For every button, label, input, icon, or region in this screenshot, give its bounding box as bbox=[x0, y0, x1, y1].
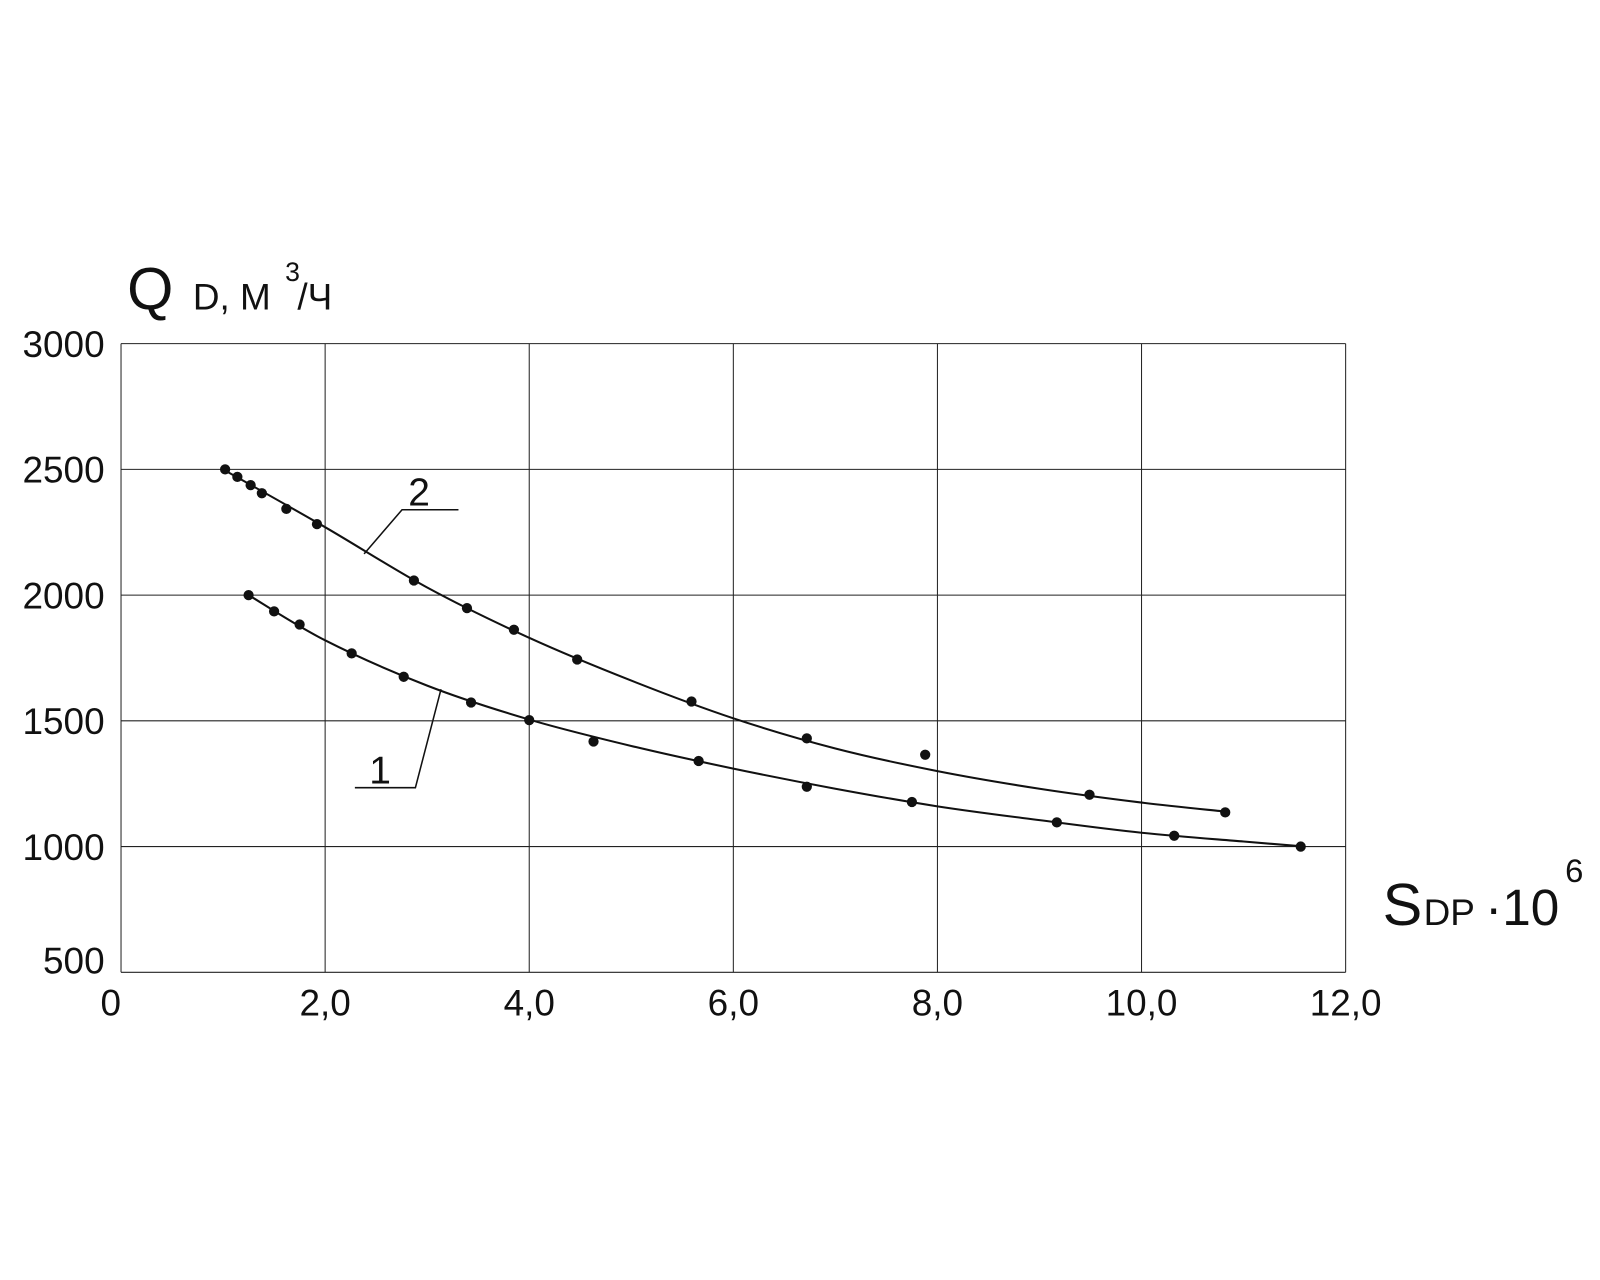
x-tick-label: 10,0 bbox=[1106, 982, 1178, 1023]
y-label-main: Q bbox=[127, 256, 173, 323]
data-point bbox=[245, 480, 256, 491]
data-point bbox=[1084, 789, 1095, 800]
x-tick-label: 12,0 bbox=[1310, 982, 1382, 1023]
fit-curve bbox=[248, 594, 1305, 848]
data-point bbox=[1051, 817, 1062, 828]
data-point bbox=[508, 624, 520, 635]
data-point bbox=[232, 471, 243, 483]
data-point bbox=[801, 733, 812, 744]
data-point bbox=[268, 606, 280, 617]
data-point bbox=[588, 736, 599, 747]
y-label-tail: /Ч bbox=[297, 277, 332, 318]
x-label-mult: ·10 bbox=[1485, 879, 1559, 936]
data-point bbox=[408, 575, 420, 586]
y-tick-label: 1000 bbox=[23, 827, 105, 868]
y-tick-label: 500 bbox=[43, 940, 105, 981]
data-point bbox=[686, 696, 697, 707]
curve-label: 2 bbox=[408, 472, 430, 515]
data-point bbox=[311, 519, 323, 530]
y-label-sup: 3 bbox=[285, 257, 300, 287]
data-point bbox=[1295, 841, 1306, 852]
fit-curve bbox=[222, 468, 1224, 813]
y-tick-label: 3000 bbox=[23, 324, 105, 365]
data-point bbox=[461, 603, 473, 614]
data-point bbox=[243, 589, 254, 601]
y-tick-label: 2000 bbox=[23, 575, 105, 616]
data-point bbox=[920, 749, 931, 760]
x-label-sup: 6 bbox=[1565, 852, 1583, 889]
data-point bbox=[256, 488, 267, 499]
leader-line bbox=[354, 689, 442, 789]
data-point bbox=[693, 755, 704, 767]
x-tick-label: 4,0 bbox=[504, 982, 555, 1023]
data-point bbox=[572, 654, 583, 665]
x-tick-label: 0 bbox=[101, 982, 122, 1023]
y-label-sub: D, М bbox=[193, 277, 271, 318]
data-point bbox=[801, 781, 812, 792]
data-point bbox=[524, 714, 535, 726]
x-label-sub: DP bbox=[1424, 892, 1475, 933]
data-point bbox=[1169, 830, 1180, 841]
x-tick-label: 6,0 bbox=[708, 982, 759, 1023]
data-point bbox=[398, 671, 409, 682]
data-point bbox=[294, 619, 305, 630]
data-point bbox=[906, 796, 918, 808]
data-point bbox=[281, 503, 292, 514]
x-tick-label: 8,0 bbox=[912, 982, 963, 1023]
data-point bbox=[465, 697, 477, 708]
y-tick-label: 1500 bbox=[23, 701, 105, 742]
data-point bbox=[346, 648, 357, 659]
y-tick-label: 2500 bbox=[23, 450, 105, 491]
curve-label: 1 bbox=[369, 750, 391, 793]
x-tick-label: 2,0 bbox=[299, 982, 350, 1023]
data-point bbox=[219, 464, 231, 475]
data-point bbox=[1220, 807, 1231, 818]
x-label-main: S bbox=[1383, 871, 1423, 938]
leader-line bbox=[363, 508, 459, 555]
